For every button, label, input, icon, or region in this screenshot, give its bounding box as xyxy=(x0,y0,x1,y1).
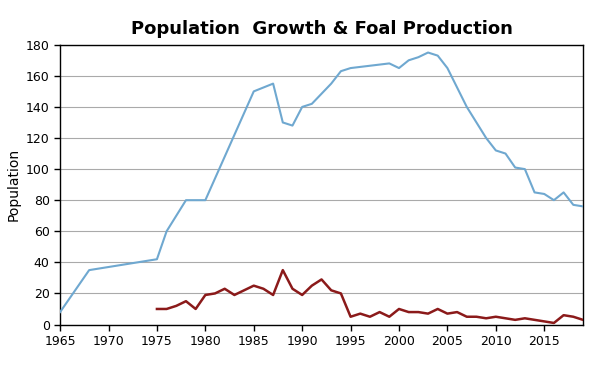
Y-axis label: Population: Population xyxy=(6,148,20,221)
Title: Population  Growth & Foal Production: Population Growth & Foal Production xyxy=(130,20,513,38)
